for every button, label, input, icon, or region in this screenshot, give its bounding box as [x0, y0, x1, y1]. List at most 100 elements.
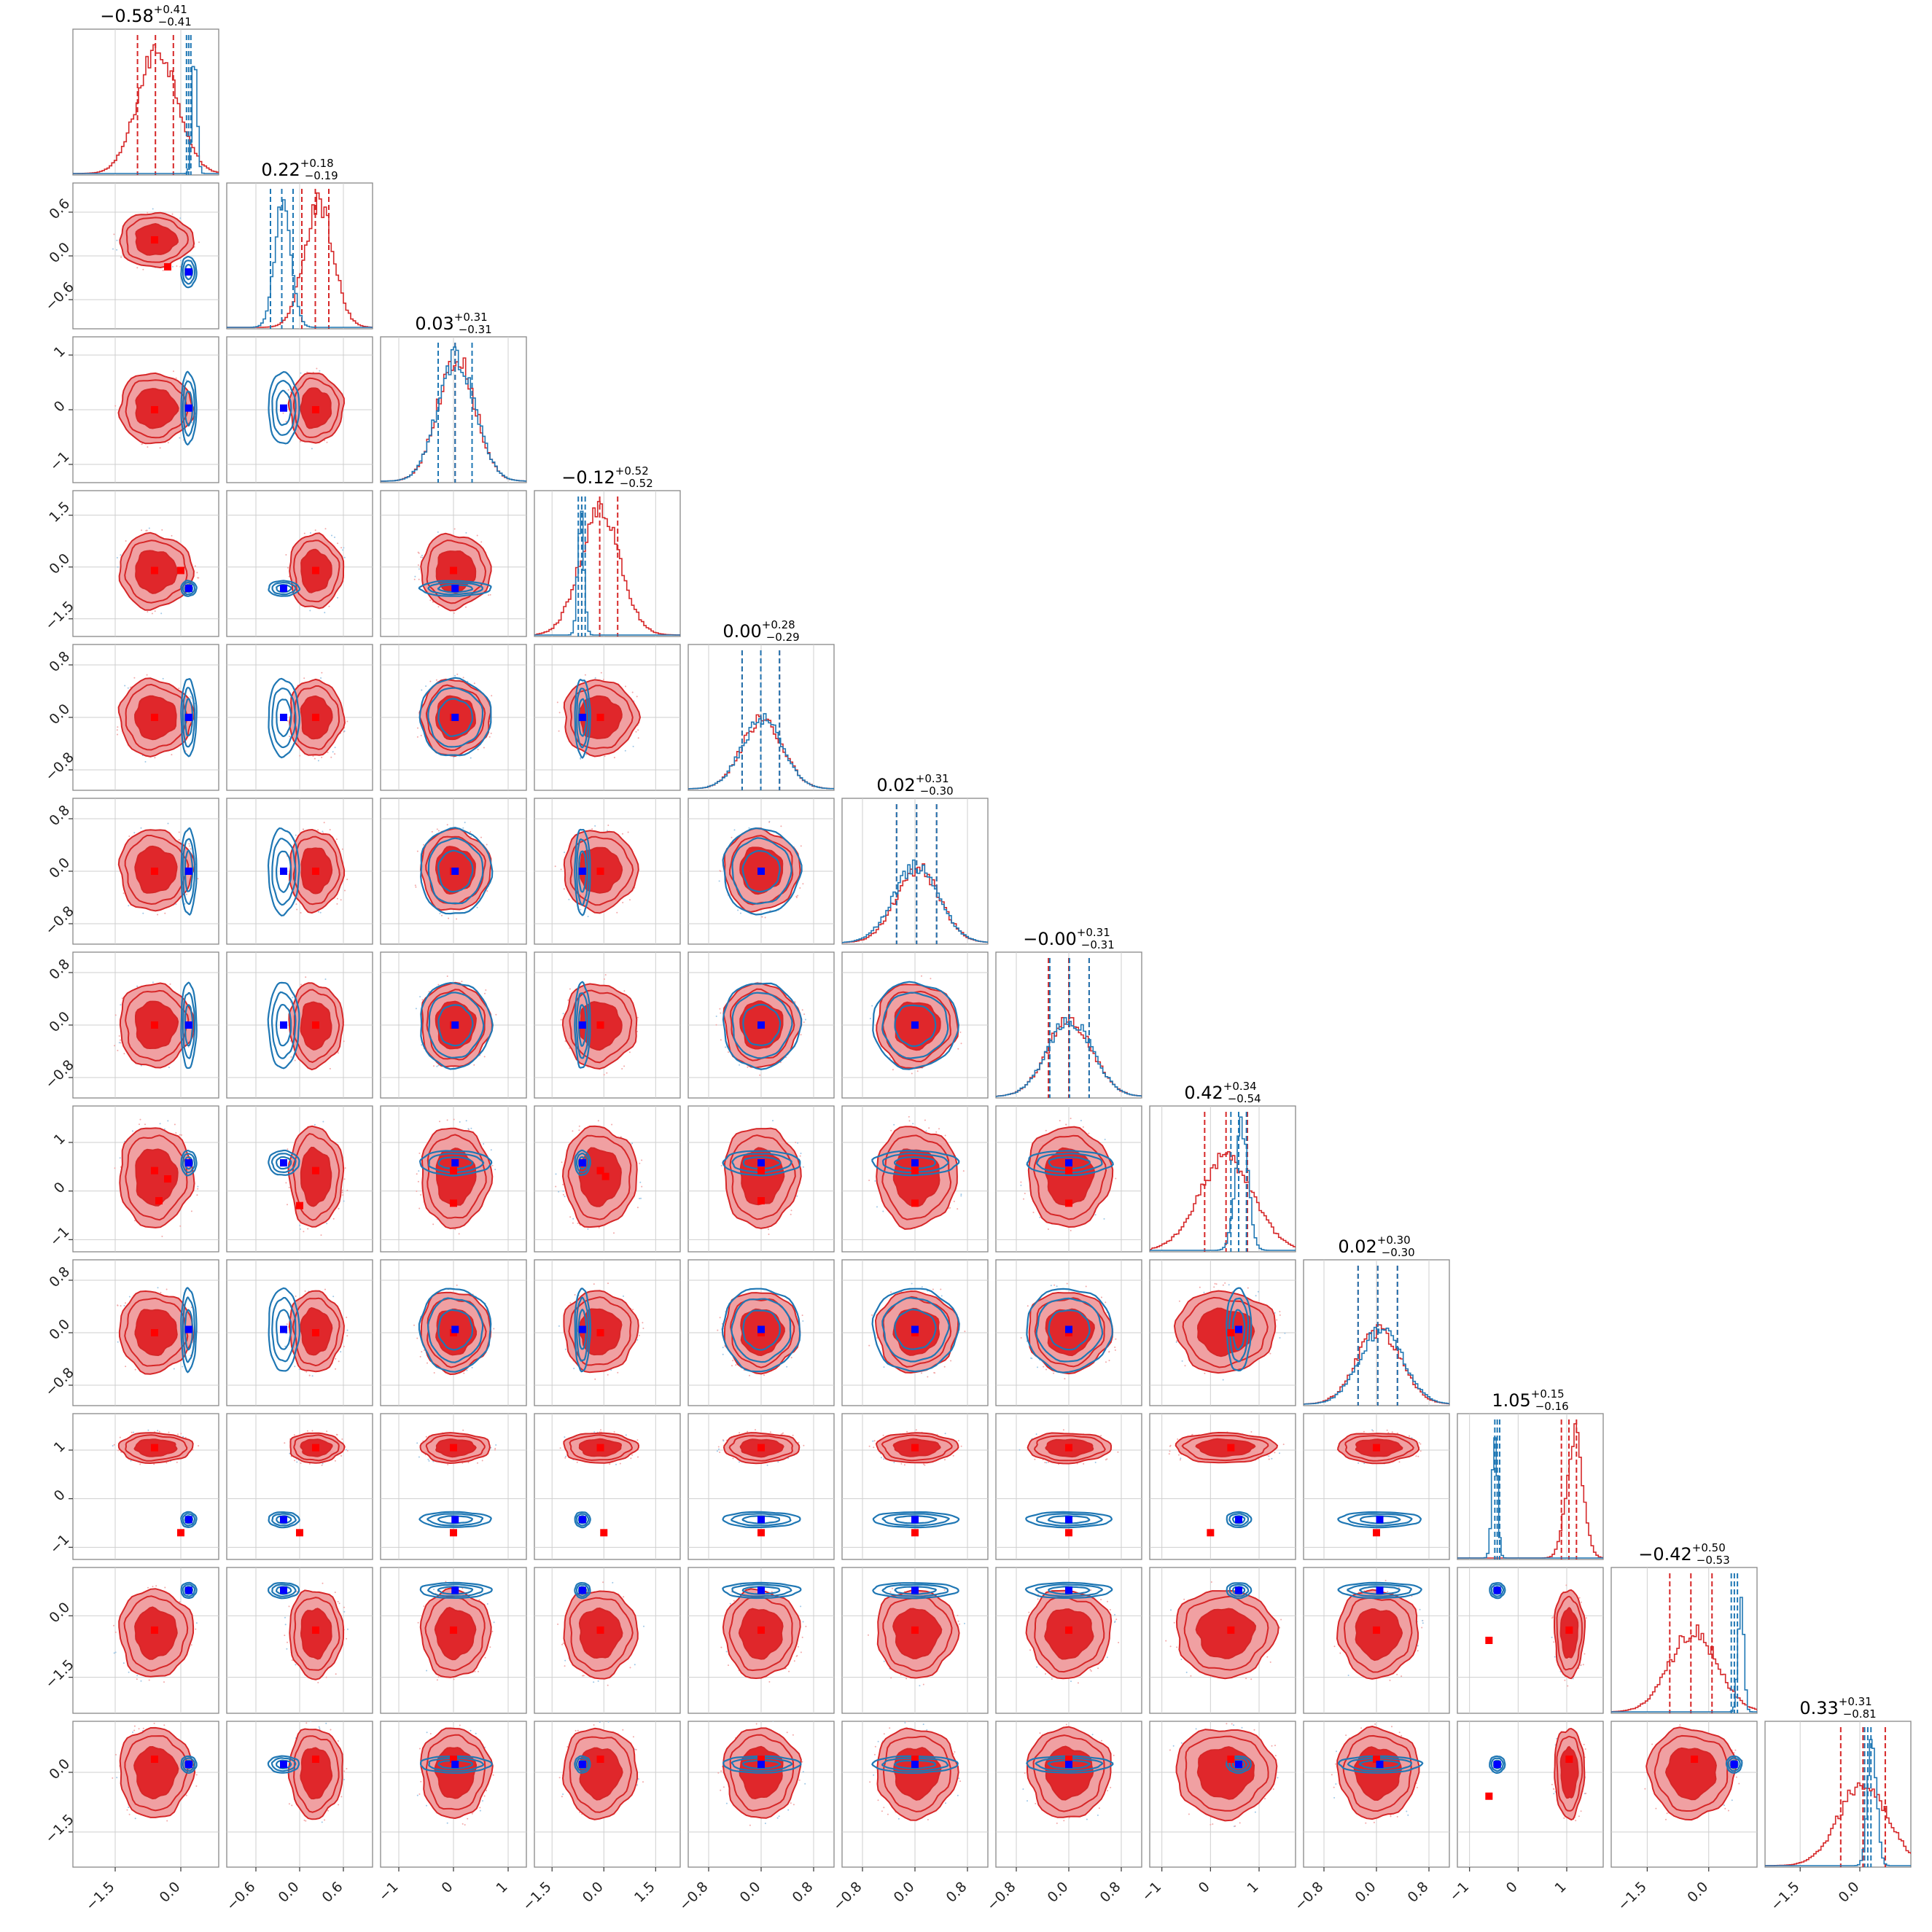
scatter-point — [1358, 1462, 1360, 1464]
scatter-point — [1264, 1798, 1266, 1800]
scatter-point — [793, 1660, 795, 1662]
scatter-point — [717, 1329, 719, 1331]
scatter-point — [1068, 1817, 1070, 1819]
title-plus: +0.31 — [1839, 1695, 1872, 1708]
x-tick-label: 0.0 — [1836, 1879, 1863, 1906]
scatter-point — [312, 371, 314, 373]
scatter-point — [582, 1675, 584, 1677]
scatter-point — [289, 736, 291, 738]
scatter-point — [323, 822, 325, 824]
scatter-point — [1114, 1347, 1116, 1348]
scatter-point — [1233, 1724, 1235, 1726]
scatter-point — [623, 1596, 625, 1598]
scatter-point — [1210, 1823, 1212, 1826]
contour-panel-10-0: −1.50.0 — [42, 1567, 219, 1714]
blue-marker — [280, 1586, 287, 1594]
scatter-point — [116, 249, 118, 251]
scatter-point — [900, 1462, 903, 1465]
y-tick-label: −1.5 — [42, 1656, 77, 1691]
panel-title: −0.42+0.50 −0.53 — [1638, 1541, 1729, 1567]
scatter-point — [1386, 1429, 1388, 1431]
scatter-point — [787, 1809, 790, 1811]
scatter-point — [1106, 1458, 1108, 1460]
x-tick-label: 0.0 — [1684, 1879, 1711, 1906]
scatter-point — [343, 1178, 346, 1180]
scatter-point — [437, 1676, 440, 1678]
scatter-point — [128, 905, 130, 907]
y-tick-label: −0.8 — [42, 749, 77, 784]
x-tick-label: −0.8 — [983, 1879, 1018, 1914]
scatter-point — [322, 1462, 324, 1465]
contour-panel-3-2 — [380, 490, 527, 637]
scatter-point — [558, 730, 560, 732]
scatter-point — [299, 440, 301, 443]
red-marker — [151, 1166, 158, 1175]
scatter-point — [643, 1625, 644, 1627]
panel-content — [534, 1260, 680, 1406]
scatter-point — [1254, 1811, 1256, 1813]
scatter-point — [316, 367, 318, 370]
scatter-point — [417, 564, 419, 566]
x-tick-label: −1.5 — [520, 1879, 555, 1914]
blue-contour-0 — [1489, 1582, 1506, 1600]
blue-contour-0 — [574, 1511, 591, 1529]
scatter-point — [1110, 1786, 1112, 1788]
scatter-point — [1082, 1126, 1084, 1128]
scatter-point — [486, 1790, 488, 1791]
red-marker — [151, 1444, 158, 1452]
scatter-point — [1372, 1430, 1374, 1432]
red-marker — [312, 714, 319, 721]
scatter-point — [719, 1008, 721, 1010]
panel-content — [688, 952, 834, 1098]
scatter-point — [732, 1457, 734, 1460]
panel-content — [73, 491, 219, 636]
blue-contour-1 — [427, 687, 484, 748]
scatter-point — [326, 1223, 328, 1225]
scatter-point — [493, 1621, 495, 1624]
scatter-point — [305, 1371, 308, 1373]
red-contour-mid — [1033, 1134, 1107, 1220]
scatter-point — [802, 1166, 804, 1168]
blue-contour-2 — [741, 849, 781, 893]
blue-contour-0 — [267, 827, 300, 917]
blue-contour-0 — [574, 1755, 591, 1774]
scatter-point — [1333, 1645, 1336, 1648]
red-contour-mid — [567, 1134, 632, 1220]
contour-panel-5-0: −0.80.00.8 — [42, 798, 219, 945]
blue-marker — [184, 714, 192, 721]
scatter-point — [569, 1216, 572, 1218]
scatter-point — [607, 1374, 609, 1376]
scatter-point — [331, 534, 332, 537]
scatter-point — [593, 1681, 595, 1683]
panel-frame — [1764, 1721, 1912, 1868]
scatter-point — [153, 1722, 155, 1724]
scatter-point — [944, 1459, 946, 1461]
scatter-point — [561, 1161, 563, 1164]
scatter-point — [1419, 1450, 1422, 1452]
scatter-point — [940, 1288, 942, 1290]
panel-content — [688, 1567, 834, 1713]
scatter-point — [960, 1193, 962, 1196]
scatter-point — [560, 868, 562, 870]
red-marker — [151, 406, 158, 413]
scatter-point — [1222, 1284, 1224, 1286]
red-marker — [151, 566, 158, 574]
scatter-point — [584, 674, 586, 676]
blue-histogram — [1304, 1326, 1449, 1405]
contour-panel-8-0: −0.80.00.8 — [42, 1259, 219, 1406]
scatter-point — [558, 712, 561, 714]
scatter-point — [925, 1130, 927, 1132]
scatter-point — [795, 895, 798, 897]
scatter-point — [167, 442, 169, 444]
red-marker — [1227, 1756, 1235, 1763]
scatter-point — [429, 680, 432, 682]
scatter-point — [494, 1449, 496, 1451]
y-tick-label: 1.5 — [46, 499, 73, 526]
scatter-point — [113, 1652, 115, 1654]
scatter-point — [114, 405, 117, 407]
scatter-point — [569, 1302, 572, 1304]
scatter-point — [428, 1460, 430, 1462]
blue-histogram — [1611, 1597, 1757, 1713]
scatter-point — [1027, 1800, 1028, 1802]
scatter-point — [1422, 1619, 1423, 1621]
